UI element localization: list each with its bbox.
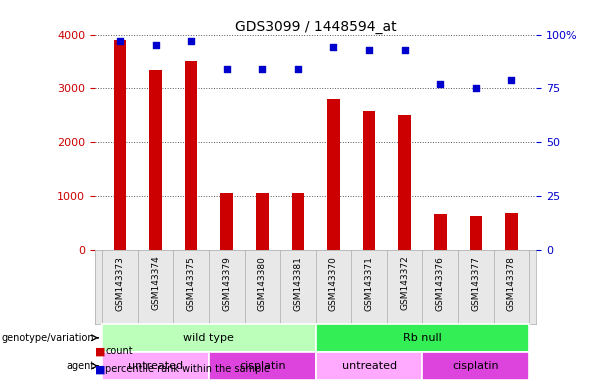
- Point: [329, 45, 338, 51]
- Bar: [470, 216, 482, 250]
- Point: [186, 38, 196, 44]
- Text: count: count: [105, 346, 133, 356]
- Text: Rb null: Rb null: [403, 333, 442, 343]
- Bar: [102, 352, 209, 380]
- Text: genotype/variation: genotype/variation: [2, 333, 94, 343]
- Text: GSM143373: GSM143373: [115, 256, 124, 311]
- Text: GSM143374: GSM143374: [151, 256, 160, 310]
- Bar: [363, 111, 375, 250]
- Point: [222, 66, 232, 72]
- Text: GSM143370: GSM143370: [329, 256, 338, 311]
- Point: [400, 46, 409, 53]
- Text: wild type: wild type: [183, 333, 234, 343]
- Title: GDS3099 / 1448594_at: GDS3099 / 1448594_at: [235, 20, 397, 33]
- Bar: [327, 99, 340, 250]
- Text: agent: agent: [66, 361, 94, 371]
- Text: GSM143381: GSM143381: [294, 256, 302, 311]
- Point: [364, 46, 374, 53]
- Text: GSM143379: GSM143379: [222, 256, 231, 311]
- Bar: [316, 352, 422, 380]
- Text: percentile rank within the sample: percentile rank within the sample: [105, 364, 270, 374]
- Bar: [422, 352, 529, 380]
- Text: GSM143371: GSM143371: [365, 256, 373, 311]
- Point: [115, 38, 125, 44]
- Bar: [256, 193, 268, 250]
- Text: GSM143380: GSM143380: [258, 256, 267, 311]
- Text: ■: ■: [95, 346, 105, 356]
- Text: cisplatin: cisplatin: [239, 361, 286, 371]
- Point: [471, 85, 481, 91]
- Bar: [398, 115, 411, 250]
- Bar: [434, 214, 446, 250]
- Text: GSM143376: GSM143376: [436, 256, 445, 311]
- Bar: [292, 193, 304, 250]
- Bar: [221, 193, 233, 250]
- Bar: [113, 40, 126, 250]
- Text: cisplatin: cisplatin: [452, 361, 499, 371]
- Text: untreated: untreated: [341, 361, 397, 371]
- Point: [151, 42, 161, 48]
- Bar: [102, 324, 316, 352]
- Text: GSM143378: GSM143378: [507, 256, 516, 311]
- Text: GSM143372: GSM143372: [400, 256, 409, 310]
- Point: [257, 66, 267, 72]
- Point: [435, 81, 445, 87]
- Point: [293, 66, 303, 72]
- Text: GSM143377: GSM143377: [471, 256, 481, 311]
- Text: ■: ■: [95, 364, 105, 374]
- Bar: [185, 61, 197, 250]
- Bar: [505, 213, 518, 250]
- Text: untreated: untreated: [128, 361, 183, 371]
- Bar: [316, 324, 529, 352]
- Point: [506, 77, 516, 83]
- Bar: [150, 70, 162, 250]
- Bar: [209, 352, 316, 380]
- Text: GSM143375: GSM143375: [186, 256, 196, 311]
